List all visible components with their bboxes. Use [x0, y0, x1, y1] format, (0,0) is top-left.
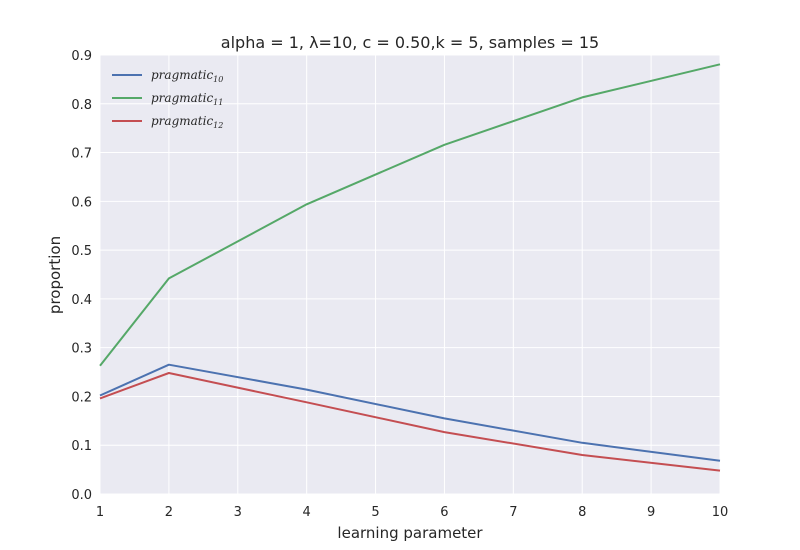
legend-subscript: 12 — [213, 121, 223, 130]
x-axis-label: learning parameter — [337, 524, 483, 542]
legend-entry: pragmatic10 — [151, 68, 223, 84]
series-lines — [99, 63, 721, 472]
series-line-pragmatic-10 — [99, 363, 721, 462]
legend-subscript: 11 — [213, 98, 223, 107]
y-tick-label: 0.9 — [71, 49, 92, 64]
plot-area — [100, 55, 720, 494]
y-tick-label: 0.7 — [71, 147, 92, 162]
series-line-pragmatic-12 — [99, 372, 721, 472]
x-tick-label: 1 — [96, 505, 104, 520]
y-tick-label: 0.0 — [71, 488, 92, 503]
y-axis-label: proportion — [46, 236, 64, 314]
x-tick-label: 6 — [440, 505, 448, 520]
legend-entry: pragmatic11 — [151, 91, 223, 107]
x-tick-label: 3 — [234, 505, 242, 520]
series-line-pragmatic-11 — [99, 63, 721, 367]
legend-subscript: 10 — [213, 75, 223, 84]
chart-title: alpha = 1, λ=10, c = 0.50,k = 5, samples… — [221, 33, 599, 52]
y-tick-label: 0.6 — [71, 195, 92, 210]
y-tick-label: 0.2 — [71, 390, 92, 405]
x-tick-label: 10 — [712, 505, 729, 520]
x-tick-label: 2 — [165, 505, 173, 520]
x-tick-label: 4 — [303, 505, 311, 520]
x-tick-label: 5 — [371, 505, 379, 520]
x-tick-label: 9 — [647, 505, 655, 520]
legend: pragmatic10 pragmatic11 pragmatic12 — [112, 68, 223, 130]
x-tick-labels: 1 2 3 4 5 6 7 8 9 10 — [96, 505, 728, 520]
y-tick-label: 0.5 — [71, 244, 92, 259]
y-tick-label: 0.3 — [71, 342, 92, 357]
y-tick-label: 0.1 — [71, 439, 92, 454]
y-tick-labels: 0.0 0.1 0.2 0.3 0.4 0.5 0.6 0.7 0.8 0.9 — [71, 49, 92, 503]
legend-entry: pragmatic12 — [151, 114, 223, 130]
gridlines — [99, 54, 721, 495]
y-tick-label: 0.8 — [71, 98, 92, 113]
x-tick-label: 8 — [578, 505, 586, 520]
x-tick-label: 7 — [509, 505, 517, 520]
y-tick-label: 0.4 — [71, 293, 92, 308]
